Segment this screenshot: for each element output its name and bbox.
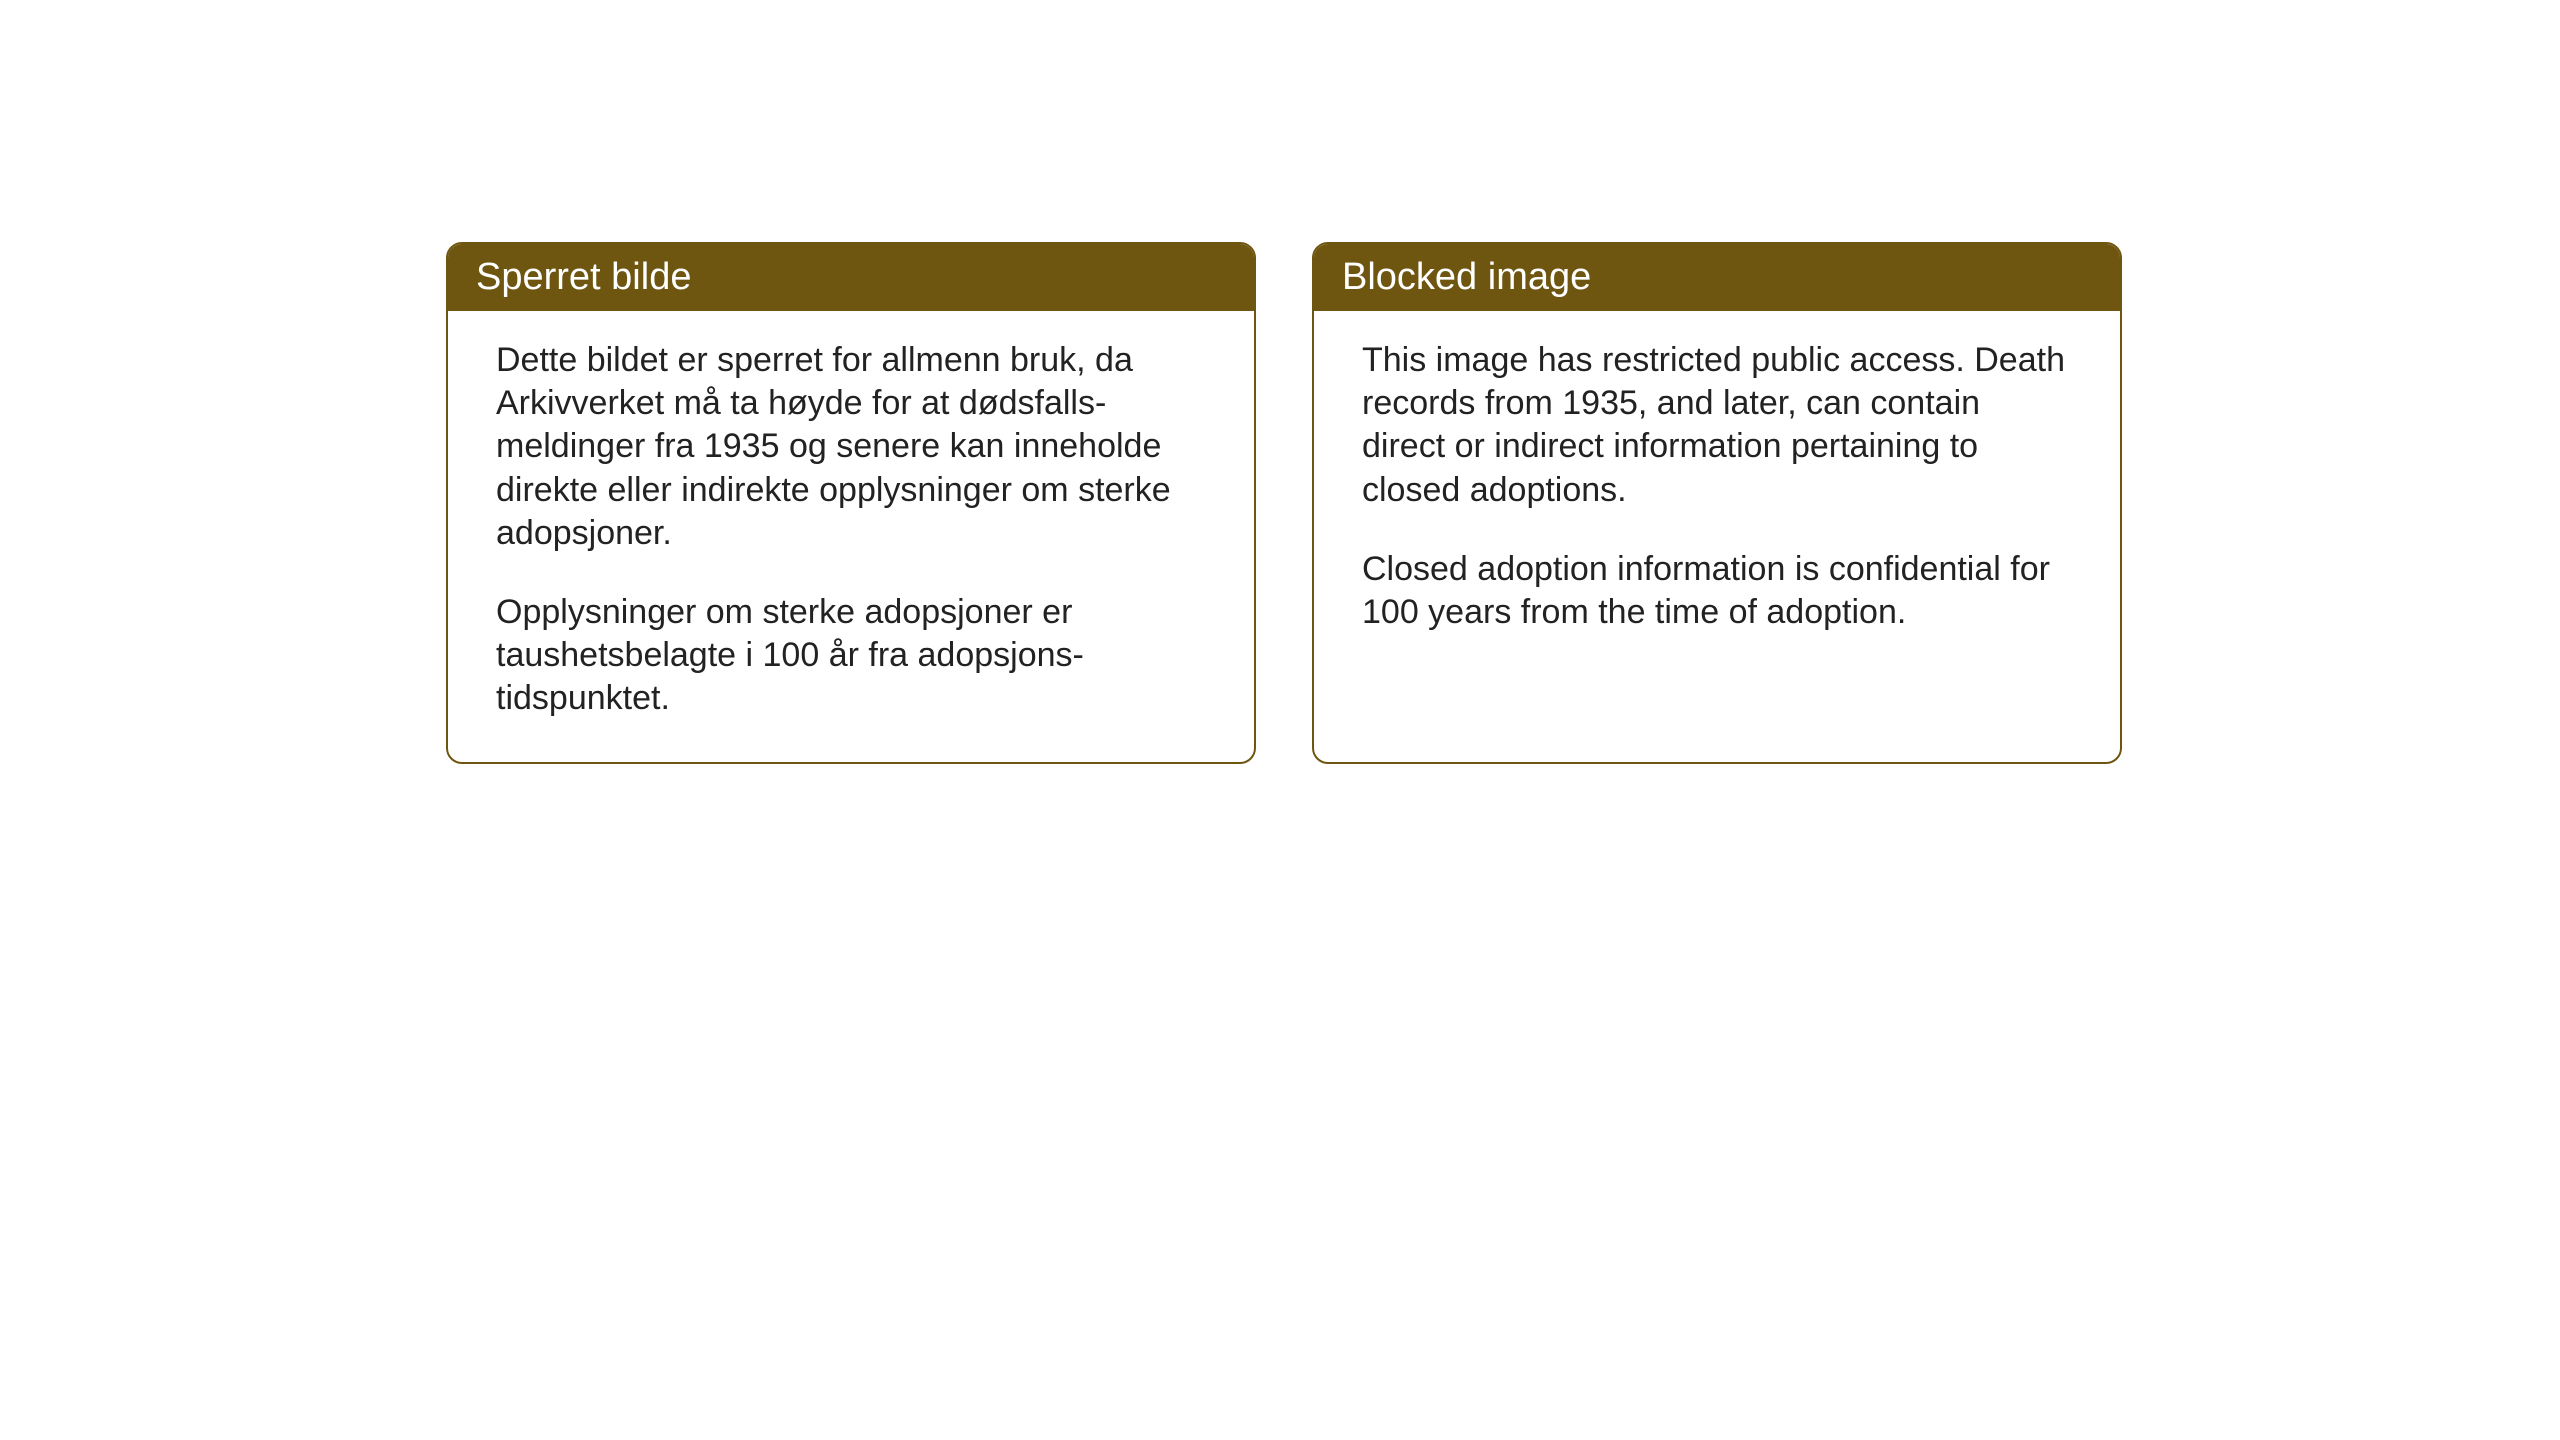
card-paragraph-2: Opplysninger om sterke adopsjoner er tau…	[496, 591, 1206, 721]
card-paragraph-2: Closed adoption information is confident…	[1362, 548, 2072, 634]
card-header-norwegian: Sperret bilde	[448, 244, 1254, 311]
card-body-norwegian: Dette bildet er sperret for allmenn bruk…	[448, 311, 1254, 762]
notice-card-norwegian: Sperret bilde Dette bildet er sperret fo…	[446, 242, 1256, 764]
notice-cards-container: Sperret bilde Dette bildet er sperret fo…	[446, 242, 2122, 764]
notice-card-english: Blocked image This image has restricted …	[1312, 242, 2122, 764]
card-body-english: This image has restricted public access.…	[1314, 311, 2120, 676]
card-paragraph-1: This image has restricted public access.…	[1362, 339, 2072, 512]
card-paragraph-1: Dette bildet er sperret for allmenn bruk…	[496, 339, 1206, 555]
card-header-english: Blocked image	[1314, 244, 2120, 311]
